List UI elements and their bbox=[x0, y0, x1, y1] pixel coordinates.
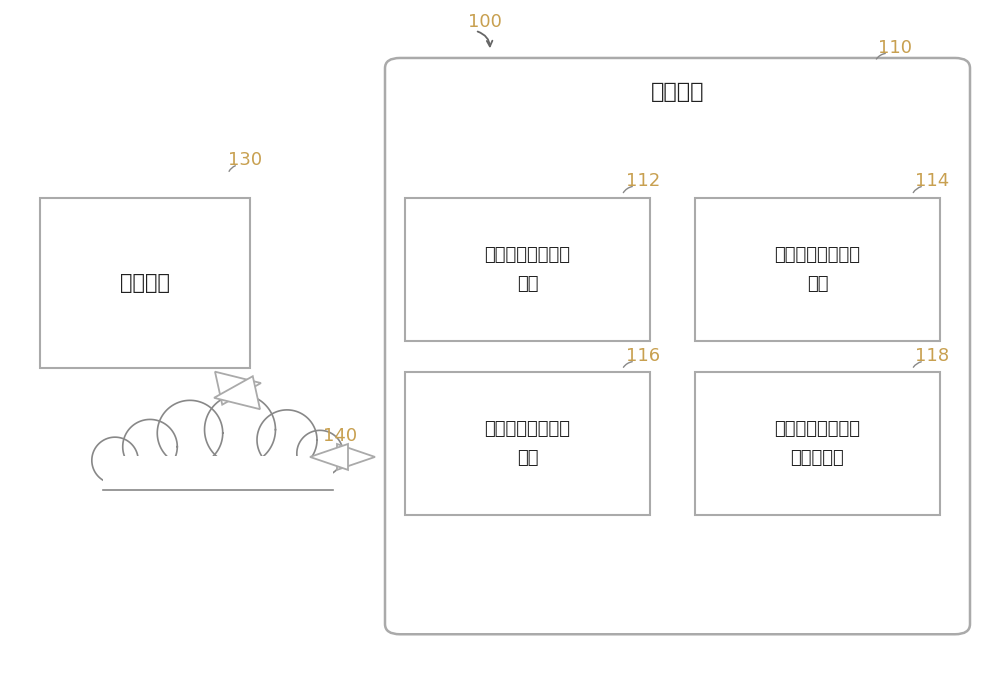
Bar bbox=[405, 372, 650, 515]
Text: 基因注释文件生成
单元: 基因注释文件生成 单元 bbox=[485, 246, 571, 293]
Polygon shape bbox=[205, 394, 275, 465]
Polygon shape bbox=[123, 419, 177, 474]
Polygon shape bbox=[157, 400, 223, 466]
Bar bbox=[695, 372, 940, 515]
Text: 130: 130 bbox=[228, 151, 262, 169]
Polygon shape bbox=[337, 451, 348, 462]
Bar bbox=[100, 443, 335, 491]
Text: 100: 100 bbox=[468, 13, 502, 31]
Text: 融合支持序列确定
单元: 融合支持序列确定 单元 bbox=[774, 246, 860, 293]
Bar bbox=[695, 198, 940, 341]
Polygon shape bbox=[297, 430, 343, 477]
Polygon shape bbox=[337, 444, 375, 470]
Text: 112: 112 bbox=[626, 172, 660, 190]
Text: 测序设备: 测序设备 bbox=[120, 273, 170, 293]
Text: 118: 118 bbox=[915, 347, 949, 365]
Bar bbox=[40, 198, 250, 368]
Text: 基因组浏览器加载
单元: 基因组浏览器加载 单元 bbox=[485, 419, 571, 467]
Text: 140: 140 bbox=[323, 428, 357, 445]
Polygon shape bbox=[226, 383, 249, 398]
Text: 110: 110 bbox=[878, 39, 912, 57]
Polygon shape bbox=[257, 410, 317, 470]
Polygon shape bbox=[92, 437, 138, 484]
Polygon shape bbox=[310, 444, 348, 470]
Text: 重排或融合结构亚
型确定单元: 重排或融合结构亚 型确定单元 bbox=[774, 419, 860, 467]
Text: 114: 114 bbox=[915, 172, 949, 190]
Polygon shape bbox=[214, 376, 260, 409]
FancyBboxPatch shape bbox=[385, 58, 970, 634]
Text: 116: 116 bbox=[626, 347, 660, 365]
Bar bbox=[405, 198, 650, 341]
Bar bbox=[103, 456, 333, 493]
Text: 计算设备: 计算设备 bbox=[651, 82, 704, 102]
Polygon shape bbox=[215, 372, 261, 404]
